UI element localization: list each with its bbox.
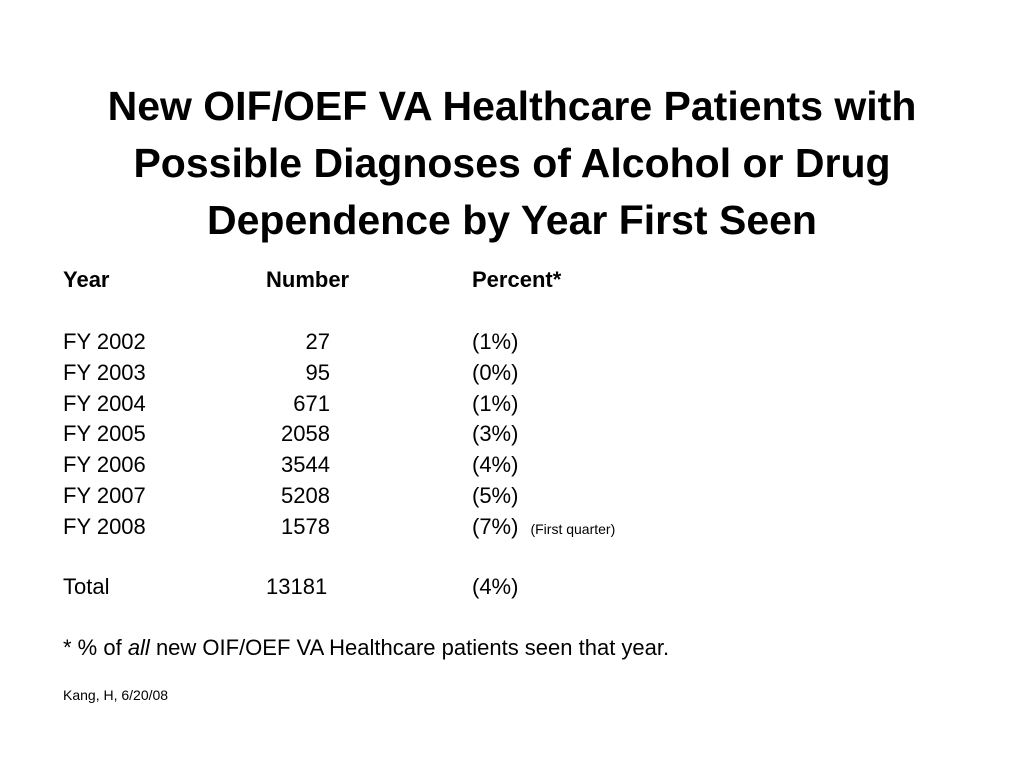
footnote-emphasis: all [127, 635, 150, 660]
row-number: 5208 [281, 483, 330, 508]
row-percent: (4%) [472, 452, 519, 477]
title-line-3: Dependence by Year First Seen [207, 197, 817, 243]
title-line-1: New OIF/OEF VA Healthcare Patients with [107, 83, 917, 129]
row-year: FY 2004 [63, 391, 146, 416]
row-percent: (3%) [472, 421, 519, 446]
row-percent: (0%) [472, 360, 519, 385]
row-year: FY 2006 [63, 452, 146, 477]
row-year: FY 2003 [63, 360, 146, 385]
slide-title: New OIF/OEF VA Healthcare Patients with … [0, 78, 1024, 249]
title-line-2: Possible Diagnoses of Alcohol or Drug [133, 140, 891, 186]
row-percent: (1%) [472, 329, 519, 354]
header-year: Year [63, 267, 110, 292]
row-number: 671 [293, 391, 330, 416]
row-number: 1578 [281, 514, 330, 539]
footnote-suffix: new OIF/OEF VA Healthcare patients seen … [149, 635, 670, 660]
row-percent: (1%) [472, 391, 519, 416]
row-year: FY 2002 [63, 329, 146, 354]
header-percent: Percent* [472, 267, 562, 292]
row-percent: (5%) [472, 483, 519, 508]
footnote: * % of all new OIF/OEF VA Healthcare pat… [63, 637, 669, 659]
total-percent: (4%) [472, 574, 519, 599]
row-number: 2058 [281, 421, 330, 446]
total-number: 13181 [266, 574, 328, 599]
row-percent-cell: (7%) (First quarter) [472, 516, 615, 540]
row-number: 95 [305, 360, 330, 385]
row-year: FY 2005 [63, 421, 146, 446]
header-number: Number [266, 267, 350, 292]
footnote-prefix: * % of [63, 635, 128, 660]
first-quarter-note: (First quarter) [530, 521, 616, 537]
total-label: Total [63, 574, 110, 599]
row-number: 27 [305, 329, 330, 354]
row-year: FY 2008 [63, 514, 146, 539]
row-year: FY 2007 [63, 483, 146, 508]
row-number: 3544 [281, 452, 330, 477]
source-citation: Kang, H, 6/20/08 [63, 687, 169, 703]
row-percent: (7%) [472, 514, 519, 539]
